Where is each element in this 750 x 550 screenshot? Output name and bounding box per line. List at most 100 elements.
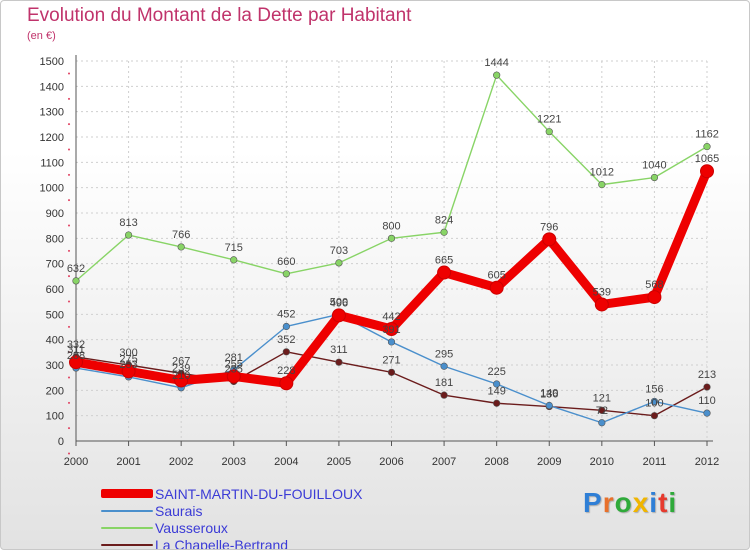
y-tick-label: 100 — [46, 411, 64, 423]
data-label: 281 — [225, 352, 243, 364]
legend-item: Vausseroux — [101, 519, 362, 536]
y-minor-tick — [68, 376, 70, 379]
y-tick-label: 1400 — [40, 81, 64, 93]
data-label: 72 — [596, 405, 608, 417]
brand-letter: x — [632, 487, 650, 518]
data-point — [440, 391, 448, 399]
y-minor-tick — [68, 427, 70, 430]
data-label: 665 — [435, 255, 453, 267]
data-point — [226, 369, 241, 384]
data-point — [703, 409, 711, 417]
data-label: 496 — [330, 297, 348, 309]
data-label: 813 — [119, 217, 137, 229]
data-point — [387, 234, 396, 242]
data-label: 452 — [277, 308, 295, 320]
data-label: 181 — [435, 377, 453, 389]
y-minor-tick — [68, 249, 70, 252]
data-label: 225 — [487, 366, 505, 378]
data-label: 1221 — [537, 114, 561, 126]
data-point — [493, 380, 501, 388]
data-point — [440, 228, 448, 236]
data-label: 1065 — [695, 153, 719, 165]
data-point — [542, 232, 557, 247]
data-point — [647, 290, 662, 305]
data-label: 352 — [277, 334, 295, 346]
data-point — [331, 308, 346, 323]
data-label: 110 — [698, 395, 716, 407]
y-tick-label: 0 — [58, 436, 64, 448]
data-label: 605 — [487, 270, 505, 282]
data-label: 140 — [540, 388, 558, 400]
data-point — [440, 362, 448, 370]
data-point — [282, 270, 290, 278]
y-minor-tick — [68, 173, 70, 176]
chart-title: Evolution du Montant de la Dette par Hab… — [27, 5, 412, 26]
brand-letter: i — [649, 487, 659, 518]
x-tick-label: 2005 — [327, 456, 351, 468]
data-point — [493, 71, 501, 79]
y-minor-tick — [68, 97, 70, 100]
x-tick-label: 2006 — [379, 456, 403, 468]
data-point — [72, 277, 80, 285]
y-tick-label: 400 — [46, 335, 64, 347]
data-label: 156 — [645, 383, 663, 395]
data-label: 660 — [277, 256, 295, 268]
data-label: 1444 — [484, 57, 508, 69]
data-point — [650, 173, 659, 182]
data-point — [177, 243, 185, 251]
data-label: 121 — [593, 392, 611, 404]
data-label: 442 — [382, 311, 400, 323]
data-point — [594, 297, 609, 312]
data-point — [384, 322, 399, 337]
legend-label: Vausseroux — [155, 519, 228, 536]
legend: SAINT-MARTIN-DU-FOUILLOUX Saurais Vaussero… — [101, 485, 362, 549]
data-label: 239 — [172, 362, 190, 374]
y-tick-label: 200 — [46, 385, 64, 397]
data-label: 235 — [225, 363, 243, 375]
x-tick-label: 2004 — [274, 456, 298, 468]
data-point — [335, 259, 343, 267]
x-tick-label: 2009 — [537, 456, 561, 468]
data-label: 703 — [330, 245, 348, 257]
y-tick-label: 1000 — [40, 183, 64, 195]
y-minor-tick — [68, 325, 70, 328]
data-label: 267 — [172, 355, 190, 367]
y-tick-label: 1300 — [40, 107, 64, 119]
data-label: 213 — [698, 369, 716, 381]
brand-letter: t — [658, 487, 669, 518]
legend-item: SAINT-MARTIN-DU-FOUILLOUX — [101, 485, 362, 502]
data-label: 136 — [540, 389, 558, 401]
data-point — [335, 358, 343, 366]
brand-logo: Proxiti — [583, 487, 677, 519]
data-label: 271 — [382, 354, 400, 366]
data-label: 288 — [67, 350, 85, 362]
data-point — [650, 397, 659, 406]
data-point — [598, 181, 606, 189]
data-label: 100 — [645, 398, 663, 410]
data-label: 253 — [119, 359, 137, 371]
data-point — [121, 364, 136, 379]
y-tick-label: 1100 — [40, 157, 64, 169]
data-label: 1040 — [642, 160, 666, 172]
data-point — [279, 376, 294, 391]
x-tick-label: 2007 — [432, 456, 456, 468]
brand-letter: P — [583, 487, 603, 518]
data-point — [545, 128, 553, 136]
data-label: 539 — [593, 286, 611, 298]
legend-swatch — [101, 526, 153, 529]
x-tick-label: 2000 — [64, 456, 88, 468]
y-tick-label: 500 — [46, 309, 64, 321]
data-point — [489, 280, 504, 295]
data-point — [282, 322, 290, 331]
x-tick-label: 2002 — [169, 456, 193, 468]
y-tick-label: 900 — [46, 208, 64, 220]
data-point — [700, 164, 714, 179]
brand-letter: o — [614, 487, 633, 518]
data-point — [124, 231, 133, 239]
y-tick-label: 800 — [46, 233, 64, 245]
data-point — [703, 143, 711, 151]
data-label: 800 — [382, 220, 400, 232]
data-label: 796 — [540, 221, 558, 233]
data-label: 332 — [67, 339, 85, 351]
data-label: 255 — [225, 358, 243, 370]
